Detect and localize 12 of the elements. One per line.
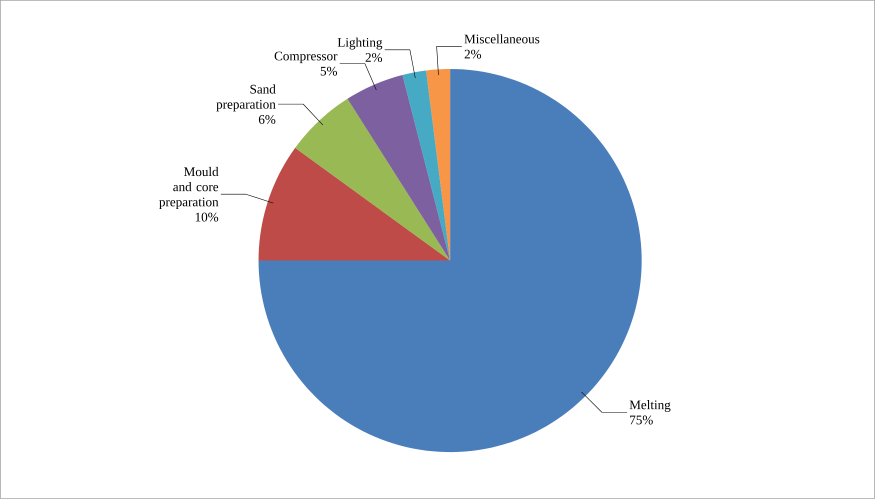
data-label: 75% [630,416,653,424]
slice-label: Lighting [338,38,382,50]
data-label: 5% [320,66,338,76]
data-label: 10% [196,212,218,222]
slice-label: Melting [630,400,671,412]
slice-label: Mould and core preparation [159,166,218,210]
slice-label: Compressor [274,52,338,64]
data-label: 2% [366,53,382,62]
slice-label: Miscellaneous [464,34,540,44]
data-label: 6% [258,115,276,124]
data-label: 2% [464,50,482,59]
slice-label: Sand preparation [216,84,276,112]
